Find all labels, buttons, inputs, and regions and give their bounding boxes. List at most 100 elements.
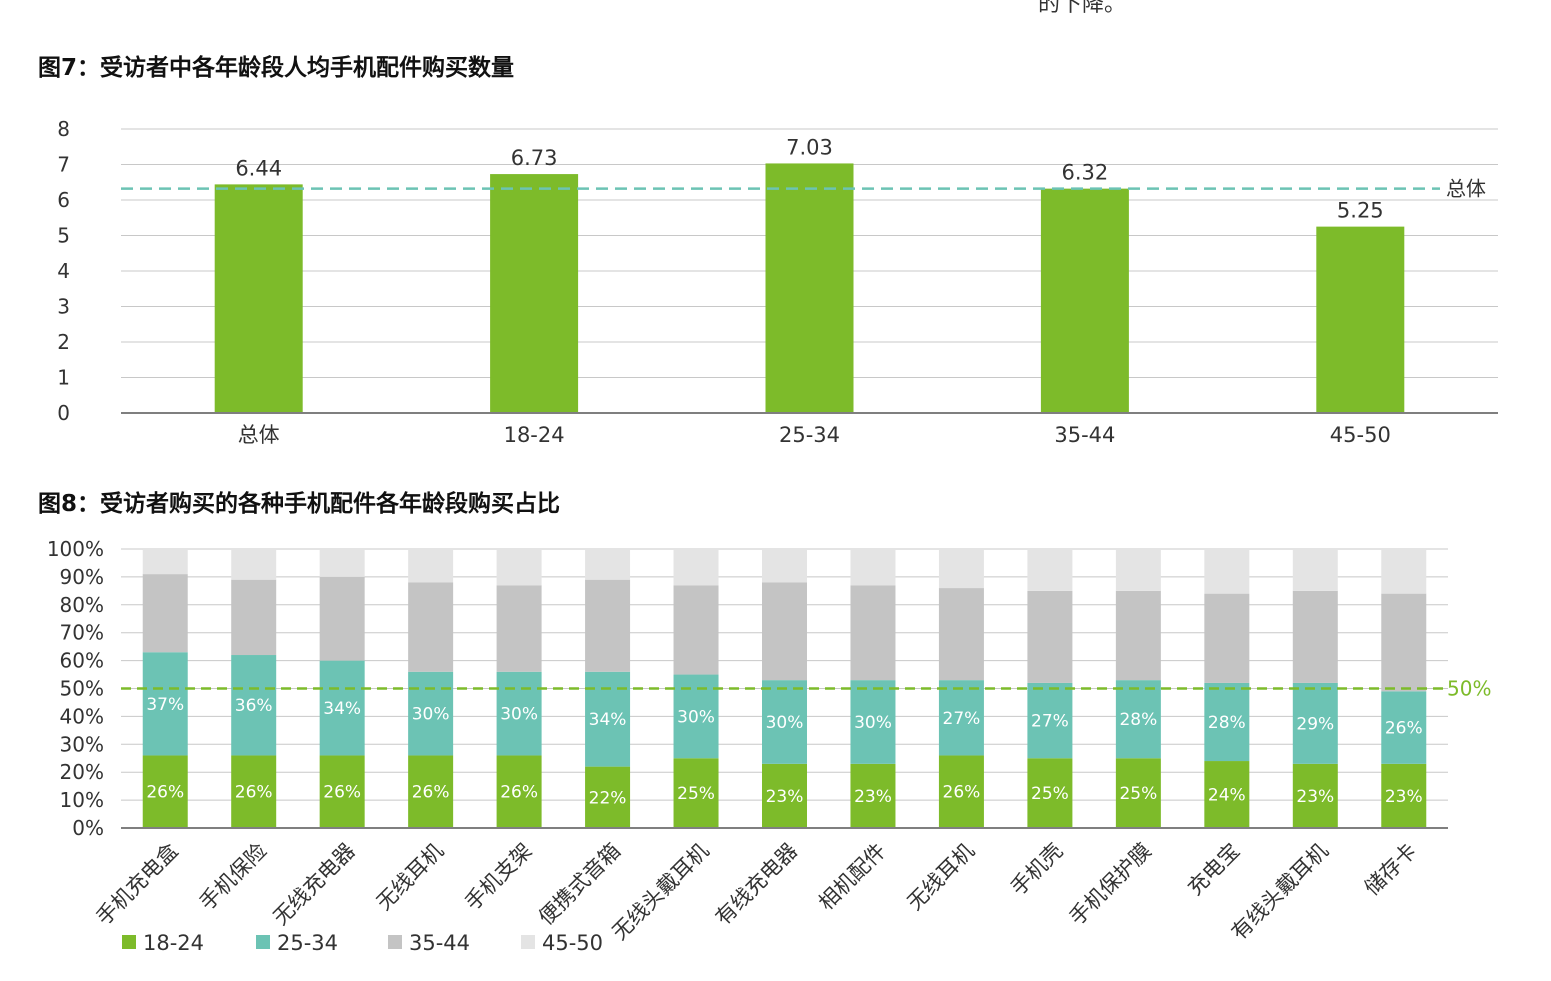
segment-percent-label: 34% <box>323 699 361 719</box>
legend-label: 35-44 <box>409 931 470 955</box>
stacked-bar-segment <box>673 549 719 586</box>
bar-value-label: 6.73 <box>511 146 558 170</box>
y-tick-label: 1 <box>57 366 70 390</box>
x-category-label: 手机支架 <box>460 839 536 915</box>
y-tick-label: 100% <box>47 537 104 561</box>
stacked-bar-segment <box>496 585 542 672</box>
y-tick-label: 3 <box>57 295 70 319</box>
legend-label: 25-34 <box>277 931 338 955</box>
stacked-bar-segment <box>1292 590 1338 683</box>
stacked-bar-segment <box>673 758 719 828</box>
y-tick-label: 6 <box>57 188 70 212</box>
x-category-label: 手机充电盒 <box>92 839 183 930</box>
x-category-label: 有线充电器 <box>711 839 802 930</box>
stacked-bar-segment <box>496 755 542 828</box>
bar-value-label: 6.32 <box>1062 161 1109 185</box>
stacked-bar-segment <box>408 549 454 583</box>
segment-percent-label: 37% <box>146 695 184 715</box>
stacked-bar-segment <box>762 549 807 583</box>
stacked-bar-segment <box>408 582 454 672</box>
x-category-label: 手机壳 <box>1006 839 1068 901</box>
x-category-label: 便携式音箱 <box>534 839 625 930</box>
segment-percent-label: 27% <box>1031 712 1069 732</box>
reference-line-label: 50% <box>1447 677 1491 701</box>
stacked-bar-segment <box>231 579 277 656</box>
segment-percent-label: 30% <box>854 713 892 733</box>
stacked-bar-segment <box>1027 682 1073 759</box>
y-tick-label: 80% <box>60 593 104 617</box>
y-tick-label: 50% <box>60 677 104 701</box>
y-tick-label: 10% <box>60 788 104 812</box>
x-category-label: 35-44 <box>1054 423 1115 447</box>
stacked-bar-segment <box>850 763 896 828</box>
x-category-label: 储存卡 <box>1360 839 1422 901</box>
stacked-bar-segment <box>938 588 984 681</box>
stacked-bar-segment <box>673 585 719 675</box>
stacked-bar-segment <box>1381 549 1427 594</box>
stacked-bar-segment <box>938 680 984 756</box>
stacked-bar-segment <box>762 680 807 764</box>
y-tick-label: 20% <box>60 760 104 784</box>
x-category-label: 无线耳机 <box>903 839 979 915</box>
segment-percent-label: 30% <box>766 713 804 733</box>
stacked-bar-segment <box>762 763 807 828</box>
segment-percent-label: 23% <box>1296 787 1334 807</box>
stacked-bar-segment <box>1381 763 1427 828</box>
x-category-label: 25-34 <box>779 423 840 447</box>
stacked-bar-segment <box>496 671 542 756</box>
reference-line-label: 总体 <box>1446 177 1486 201</box>
legend-swatch <box>388 935 402 949</box>
legend-swatch <box>521 935 535 949</box>
x-category-label: 18-24 <box>504 423 565 447</box>
stacked-bar-segment <box>1292 682 1338 764</box>
y-tick-label: 90% <box>60 565 104 589</box>
segment-percent-label: 30% <box>500 705 538 725</box>
y-tick-label: 70% <box>60 621 104 645</box>
bar-value-label: 5.25 <box>1337 199 1384 223</box>
stacked-bar-segment <box>1115 549 1161 591</box>
y-tick-label: 4 <box>57 259 70 283</box>
segment-percent-label: 28% <box>1119 710 1157 730</box>
stacked-bar-segment <box>1204 682 1250 762</box>
x-category-label: 无线耳机 <box>372 839 448 915</box>
y-tick-label: 8 <box>57 117 70 141</box>
x-category-label: 45-50 <box>1330 423 1391 447</box>
previous-text-fragment: 的下降。 <box>1038 0 1127 17</box>
y-tick-label: 60% <box>60 649 104 673</box>
stacked-bar-segment <box>1204 549 1250 594</box>
stacked-bar-segment <box>142 755 188 828</box>
y-tick-label: 5 <box>57 224 70 248</box>
segment-percent-label: 26% <box>943 783 981 803</box>
segment-percent-label: 22% <box>589 788 627 808</box>
stacked-bar-segment <box>1027 549 1073 591</box>
stacked-bar-segment <box>1115 680 1161 759</box>
stacked-bar-segment <box>762 582 807 681</box>
segment-percent-label: 26% <box>500 783 538 803</box>
stacked-bar-segment <box>1204 761 1250 828</box>
segment-percent-label: 24% <box>1208 786 1246 806</box>
bar <box>1316 226 1405 413</box>
stacked-bar-segment <box>1381 691 1427 764</box>
stacked-bar-segment <box>1027 758 1073 828</box>
bar <box>1040 188 1129 413</box>
stacked-bar-segment <box>1292 763 1338 828</box>
segment-percent-label: 26% <box>412 783 450 803</box>
stacked-bar-segment <box>408 671 454 756</box>
legend-swatch <box>256 935 270 949</box>
stacked-bar-segment <box>319 576 365 661</box>
stacked-bar-segment <box>319 549 365 577</box>
stacked-bar-segment <box>1381 593 1427 692</box>
segment-percent-label: 25% <box>1031 784 1069 804</box>
bar-value-label: 6.44 <box>235 156 282 180</box>
stacked-bar-segment <box>938 549 984 589</box>
segment-percent-label: 28% <box>1208 713 1246 733</box>
y-tick-label: 2 <box>57 330 70 354</box>
stacked-bar-segment <box>850 585 896 681</box>
stacked-bar-segment <box>1027 590 1073 683</box>
segment-percent-label: 30% <box>677 707 715 727</box>
y-tick-label: 30% <box>60 732 104 756</box>
stacked-bar-segment <box>1115 590 1161 681</box>
x-category-label: 总体 <box>238 423 280 447</box>
figure-7-bar-chart: 0 1 2 3 4 5 6 7 8 6.44 总体 6.73 18-24 7.03 25-34 6.32 35-… <box>57 117 1498 447</box>
